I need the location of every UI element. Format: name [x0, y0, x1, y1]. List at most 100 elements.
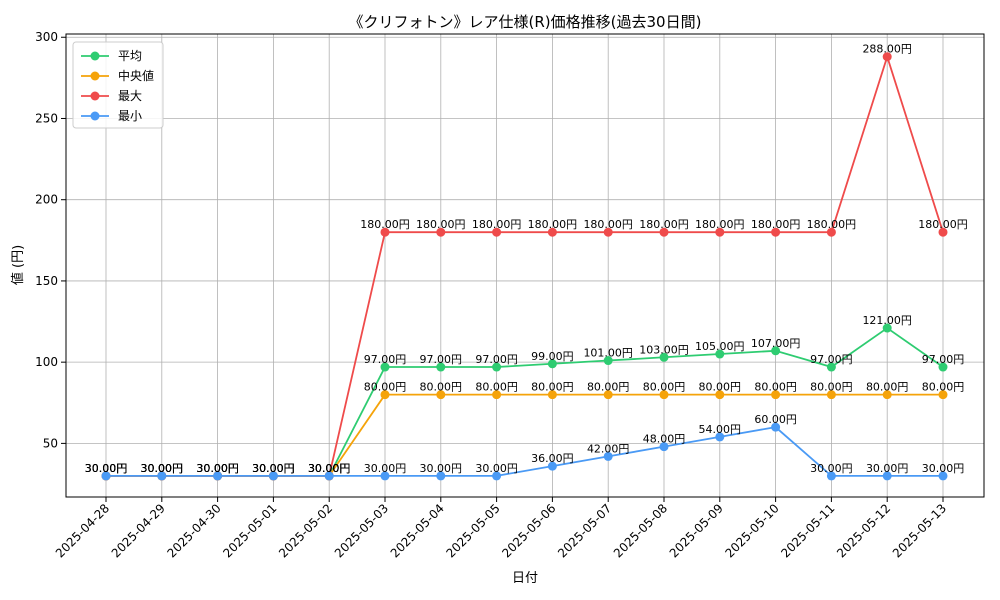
y-tick-label: 150 — [35, 274, 58, 288]
data-label: 30.00円 — [308, 462, 351, 475]
data-point — [492, 362, 502, 372]
data-point — [771, 422, 781, 432]
axis-ticks: 2025-04-282025-04-292025-04-302025-05-01… — [35, 30, 949, 560]
data-label: 30.00円 — [85, 462, 128, 475]
legend-marker — [90, 71, 100, 81]
data-label: 107.00円 — [751, 337, 801, 350]
data-label: 97.00円 — [810, 353, 853, 366]
data-label: 30.00円 — [196, 462, 239, 475]
data-label: 30.00円 — [85, 462, 128, 475]
data-point — [826, 227, 836, 237]
x-tick-label: 2025-05-08 — [611, 501, 670, 560]
data-label: 30.00円 — [810, 462, 853, 475]
x-tick-label: 2025-05-09 — [667, 501, 726, 560]
y-tick-label: 300 — [35, 30, 58, 44]
data-point — [659, 352, 669, 362]
series-line — [106, 326, 944, 477]
data-label: 121.00円 — [862, 314, 912, 327]
data-label: 30.00円 — [308, 462, 351, 475]
data-label: 180.00円 — [472, 218, 522, 231]
data-point — [547, 227, 557, 237]
legend-label: 最小 — [118, 109, 142, 123]
data-label: 80.00円 — [922, 381, 965, 394]
data-point — [380, 227, 390, 237]
data-label: 103.00円 — [639, 343, 689, 356]
data-label: 60.00円 — [754, 413, 797, 426]
data-point — [826, 362, 836, 372]
y-tick-label: 50 — [43, 436, 58, 450]
data-label: 30.00円 — [252, 462, 295, 475]
data-label: 80.00円 — [587, 381, 630, 394]
data-point — [882, 471, 892, 481]
data-label: 101.00円 — [583, 347, 633, 360]
x-tick-label: 2025-05-06 — [499, 501, 558, 560]
data-label: 30.00円 — [252, 462, 295, 475]
data-label: 30.00円 — [196, 462, 239, 475]
y-tick-label: 200 — [35, 193, 58, 207]
data-label: 180.00円 — [360, 218, 410, 231]
data-point — [436, 390, 446, 400]
data-point — [826, 471, 836, 481]
data-label: 30.00円 — [308, 462, 351, 475]
x-axis-title: 日付 — [512, 571, 538, 586]
x-tick-label: 2025-04-30 — [165, 501, 224, 560]
data-label: 288.00円 — [862, 43, 912, 56]
data-label: 180.00円 — [639, 218, 689, 231]
x-tick-label: 2025-05-01 — [220, 501, 279, 560]
x-tick-label: 2025-05-05 — [444, 501, 503, 560]
data-label: 30.00円 — [196, 462, 239, 475]
series-line — [106, 426, 943, 477]
y-tick-label: 100 — [35, 355, 58, 369]
data-point — [771, 346, 781, 356]
data-label: 80.00円 — [364, 381, 407, 394]
data-label: 48.00円 — [643, 433, 686, 446]
data-label: 30.00円 — [420, 462, 463, 475]
data-point — [380, 362, 390, 372]
data-label: 30.00円 — [141, 462, 184, 475]
x-tick-label: 2025-04-29 — [109, 501, 168, 560]
data-point — [603, 227, 613, 237]
data-point — [659, 442, 669, 452]
data-point — [882, 323, 892, 333]
data-point — [715, 227, 725, 237]
data-point — [157, 471, 167, 481]
data-point — [324, 471, 334, 481]
series-line — [106, 53, 944, 477]
data-label: 97.00円 — [922, 353, 965, 366]
data-label: 30.00円 — [141, 462, 184, 475]
y-axis-title: 値 (円) — [10, 245, 26, 285]
data-point — [659, 227, 669, 237]
data-label: 30.00円 — [475, 462, 518, 475]
data-point — [436, 471, 446, 481]
legend-label: 最大 — [118, 89, 142, 103]
data-point — [771, 390, 781, 400]
data-point — [492, 471, 502, 481]
data-point — [213, 471, 223, 481]
data-label: 105.00円 — [695, 340, 745, 353]
data-label: 30.00円 — [85, 462, 128, 475]
data-label: 180.00円 — [583, 218, 633, 231]
y-tick-label: 250 — [35, 111, 58, 125]
data-label: 97.00円 — [420, 353, 463, 366]
data-label: 80.00円 — [475, 381, 518, 394]
data-label: 30.00円 — [141, 462, 184, 475]
data-point — [603, 451, 613, 461]
data-point — [938, 362, 948, 372]
x-tick-label: 2025-04-28 — [53, 501, 112, 560]
data-label: 80.00円 — [531, 381, 574, 394]
data-point — [436, 362, 446, 372]
legend-label: 平均 — [118, 49, 142, 63]
data-labels: 30.00円 30.00円 30.00円 30.00円 30.00円 97.00円 97.0… — [85, 43, 968, 475]
x-tick-label: 2025-05-03 — [332, 501, 391, 560]
data-label: 30.00円 — [866, 462, 909, 475]
data-label: 80.00円 — [866, 381, 909, 394]
data-point — [380, 471, 390, 481]
data-point — [882, 390, 892, 400]
x-tick-label: 2025-05-02 — [276, 501, 335, 560]
series-layer — [101, 52, 948, 481]
data-point — [826, 390, 836, 400]
data-label: 30.00円 — [308, 462, 351, 475]
data-label: 180.00円 — [751, 218, 801, 231]
